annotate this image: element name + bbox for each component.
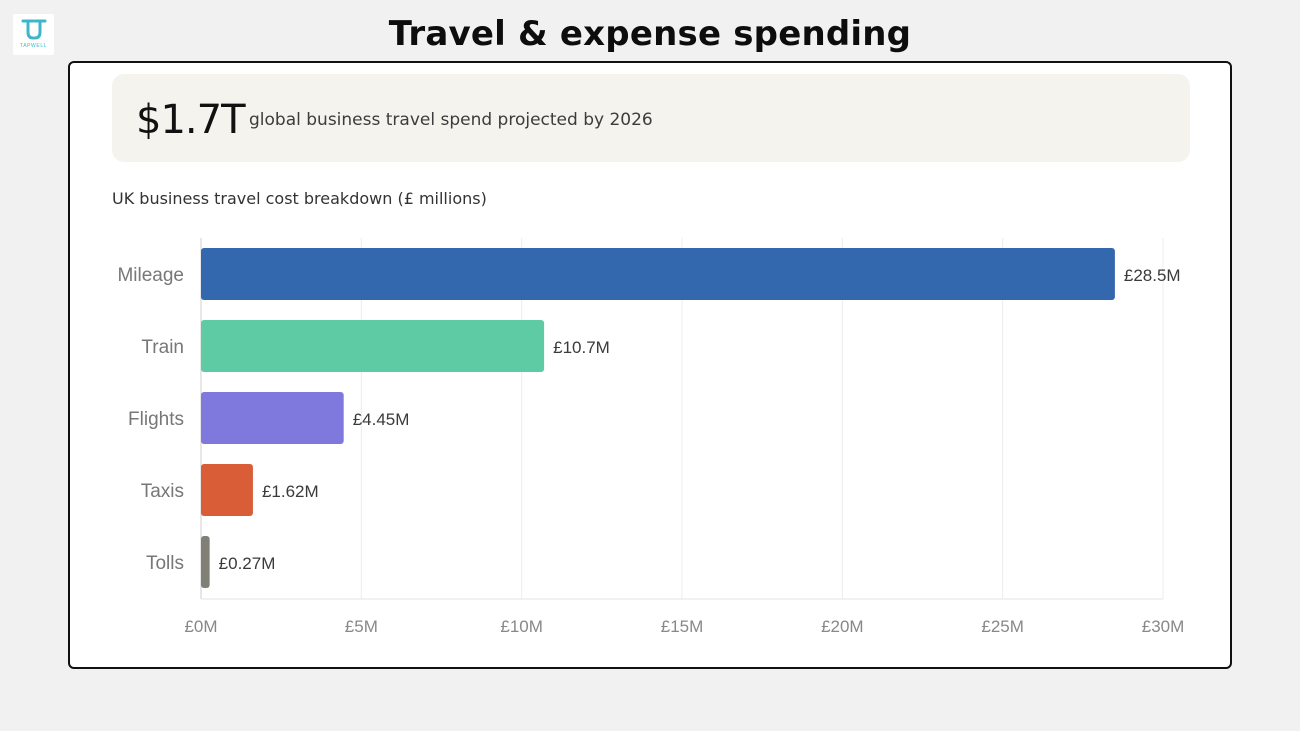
bar-chart: £0M £5M £10M £15M £20M £25M £30M Mileage £28.5M T… bbox=[117, 238, 1185, 636]
value-label: £28.5M bbox=[1124, 266, 1181, 285]
logo-wordmark: TAPWELL bbox=[19, 43, 48, 49]
chart-subtitle: UK business travel cost breakdown (£ mil… bbox=[112, 189, 487, 208]
category-label: Tolls bbox=[146, 553, 184, 574]
bar-train bbox=[201, 320, 545, 372]
x-tick-label: £0M bbox=[184, 617, 217, 636]
tapwell-logo: TAPWELL bbox=[13, 14, 54, 55]
value-label: £0.27M bbox=[219, 554, 276, 573]
bar-taxis bbox=[201, 464, 253, 516]
bar-flights bbox=[201, 392, 344, 444]
bar-tolls bbox=[201, 536, 210, 588]
slide-title: Travel & expense spending bbox=[388, 14, 912, 54]
stat-callout: $1.7T global business travel spend proje… bbox=[112, 74, 1190, 162]
stat-description: global business travel spend projected b… bbox=[249, 110, 653, 130]
stat-value: $1.7T bbox=[136, 97, 245, 143]
category-label: Mileage bbox=[117, 265, 184, 286]
category-label: Train bbox=[141, 337, 184, 358]
x-tick-label: £30M bbox=[1142, 617, 1185, 636]
x-tick-label: £20M bbox=[821, 617, 864, 636]
category-label: Taxis bbox=[141, 481, 184, 502]
logo-mark-icon bbox=[21, 19, 46, 40]
x-tick-label: £5M bbox=[345, 617, 378, 636]
value-label: £10.7M bbox=[553, 338, 610, 357]
category-label: Flights bbox=[128, 409, 184, 430]
bar-mileage bbox=[201, 248, 1115, 300]
value-label: £4.45M bbox=[353, 410, 410, 429]
x-tick-label: £10M bbox=[500, 617, 543, 636]
chart-card: $1.7T global business travel spend proje… bbox=[68, 61, 1232, 669]
x-tick-label: £15M bbox=[661, 617, 704, 636]
x-tick-label: £25M bbox=[981, 617, 1024, 636]
value-label: £1.62M bbox=[262, 482, 319, 501]
